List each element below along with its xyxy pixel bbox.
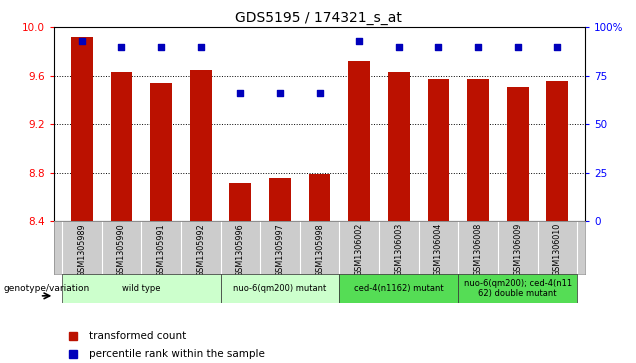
Text: GSM1305992: GSM1305992	[196, 223, 205, 277]
Point	[315, 90, 325, 96]
Point	[433, 44, 443, 49]
Bar	[467, 79, 489, 221]
Text: genotype/variation: genotype/variation	[3, 284, 90, 293]
Bar	[190, 70, 212, 221]
Point	[552, 44, 562, 49]
Text: GSM1306002: GSM1306002	[355, 223, 364, 276]
Text: GDS5195 / 174321_s_at: GDS5195 / 174321_s_at	[235, 11, 401, 25]
Point	[235, 90, 245, 96]
Point	[116, 44, 127, 49]
Text: GSM1305997: GSM1305997	[275, 223, 284, 277]
Point	[275, 90, 285, 96]
Point	[196, 44, 206, 49]
Bar	[150, 83, 172, 221]
Text: transformed count: transformed count	[88, 331, 186, 341]
Text: GSM1306003: GSM1306003	[394, 223, 403, 276]
Text: ced-4(n1162) mutant: ced-4(n1162) mutant	[354, 284, 444, 293]
Bar	[71, 37, 93, 221]
Bar	[62, 274, 221, 303]
Point	[473, 44, 483, 49]
Bar	[111, 72, 132, 221]
Text: GSM1305996: GSM1305996	[236, 223, 245, 277]
Text: GSM1305989: GSM1305989	[78, 223, 86, 277]
Text: nuo-6(qm200) mutant: nuo-6(qm200) mutant	[233, 284, 326, 293]
Text: GSM1305991: GSM1305991	[156, 223, 165, 277]
Text: GSM1305990: GSM1305990	[117, 223, 126, 277]
Bar	[269, 178, 291, 221]
Bar	[459, 274, 577, 303]
Bar	[427, 79, 450, 221]
Text: percentile rank within the sample: percentile rank within the sample	[88, 349, 265, 359]
Text: wild type: wild type	[122, 284, 160, 293]
Bar	[340, 274, 459, 303]
Text: GSM1306008: GSM1306008	[474, 223, 483, 276]
Point	[77, 38, 87, 44]
Point	[156, 44, 166, 49]
Bar	[308, 174, 331, 221]
Text: GSM1306004: GSM1306004	[434, 223, 443, 276]
Bar	[349, 61, 370, 221]
Point	[354, 38, 364, 44]
Bar	[230, 183, 251, 221]
Point	[513, 44, 523, 49]
Text: nuo-6(qm200); ced-4(n11
62) double mutant: nuo-6(qm200); ced-4(n11 62) double mutan…	[464, 279, 572, 298]
Point	[394, 44, 404, 49]
Bar	[546, 81, 569, 221]
Bar	[507, 87, 529, 221]
Text: GSM1306010: GSM1306010	[553, 223, 562, 276]
Text: GSM1305998: GSM1305998	[315, 223, 324, 277]
Bar	[221, 274, 340, 303]
Text: GSM1306009: GSM1306009	[513, 223, 522, 276]
Bar	[388, 72, 410, 221]
